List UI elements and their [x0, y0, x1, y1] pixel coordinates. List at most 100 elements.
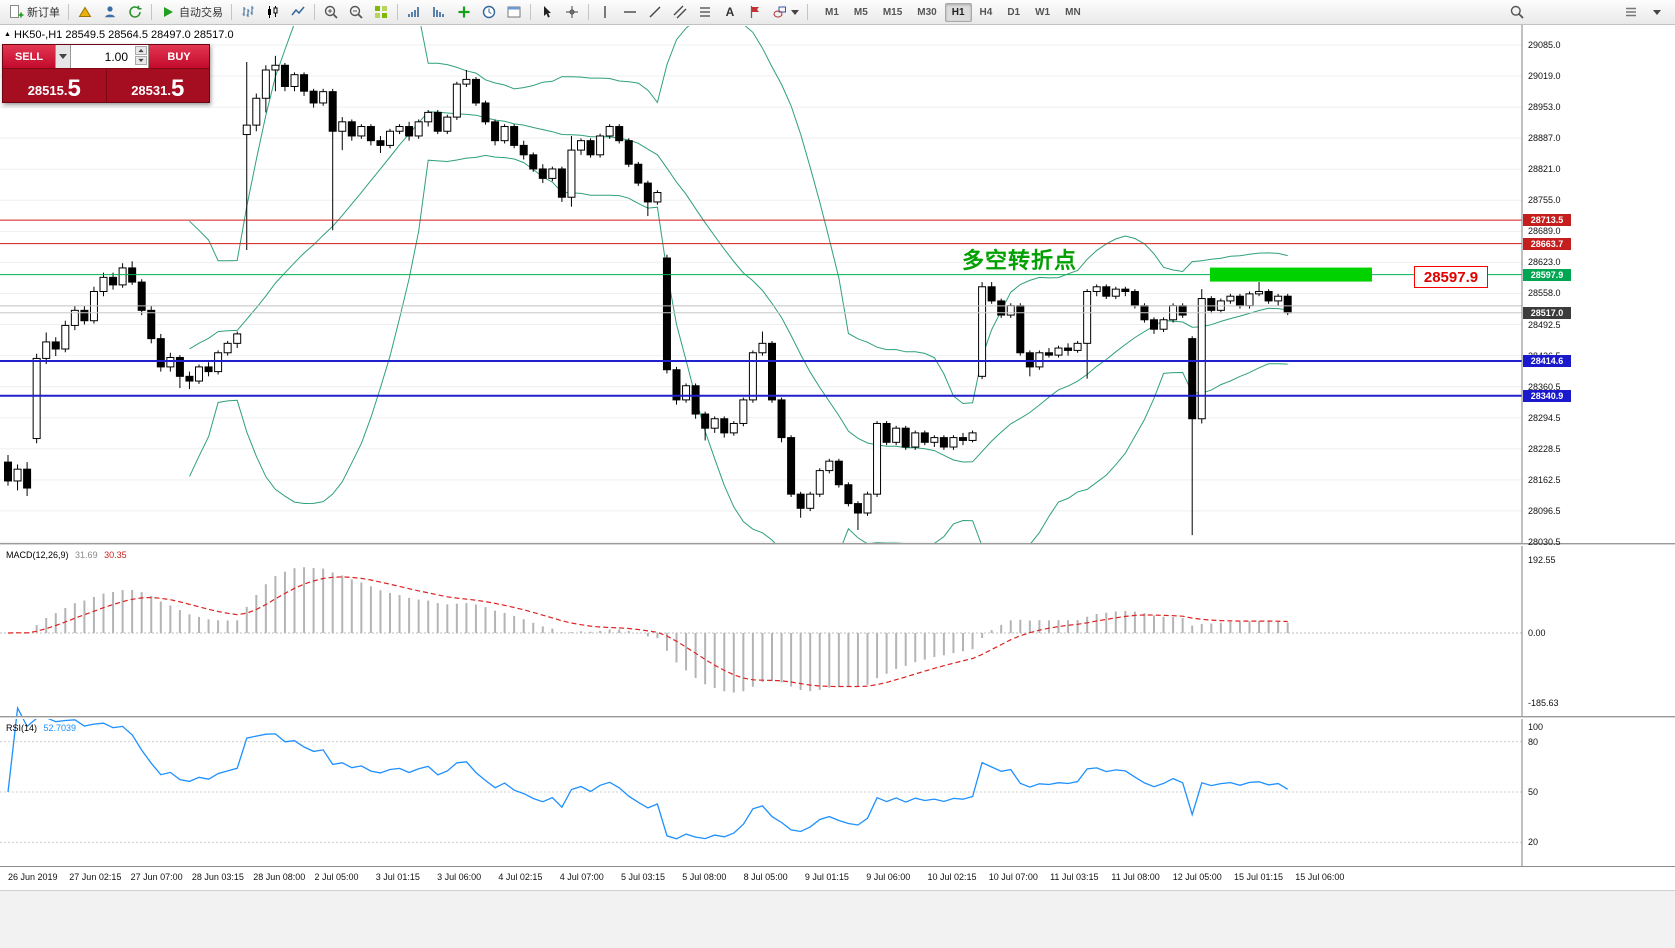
timeframe-button-m5[interactable]: M5 [853, 6, 868, 18]
time-axis-label: 5 Jul 08:00 [682, 872, 727, 882]
zoom-out-button[interactable] [344, 2, 368, 23]
sell-button[interactable]: SELL [3, 45, 55, 68]
line-chart-button[interactable] [286, 2, 310, 23]
price-axis-label: 28162.5 [1528, 474, 1561, 485]
price-tag: 28340.9 [1523, 389, 1571, 402]
price-tag: 28663.7 [1523, 237, 1571, 250]
fibonacci-icon [700, 7, 710, 17]
toolbar-menu-button[interactable] [1645, 2, 1669, 23]
toolbar-separator [397, 4, 398, 20]
macd-header: MACD(12,26,9) 31.69 30.35 [6, 550, 127, 560]
toolbar-right-group [1505, 2, 1671, 23]
search-icon [1510, 5, 1524, 19]
price-axis-label: 28887.0 [1528, 133, 1561, 144]
macd-axis-label: 192.55 [1528, 555, 1556, 565]
toolbar-separator [231, 4, 232, 20]
timeframe-button-w1[interactable]: W1 [1035, 6, 1051, 18]
text-label-button[interactable] [743, 2, 767, 23]
sell-price: 28515. [27, 83, 68, 98]
templates-button[interactable] [502, 2, 526, 23]
time-axis-label: 9 Jul 01:15 [804, 872, 849, 882]
trendline-icon [649, 6, 661, 18]
chart-list-button[interactable] [1619, 2, 1643, 23]
tile-windows-button[interactable] [369, 2, 393, 23]
profiles-button[interactable] [98, 2, 122, 23]
buy-button[interactable]: BUY [149, 45, 209, 68]
candlestick-chart-icon [268, 6, 278, 18]
timeframe-button-m30[interactable]: M30 [917, 6, 937, 18]
volume-increase-button[interactable] [135, 46, 147, 55]
chart-canvas[interactable] [0, 25, 1522, 543]
chart-annotation-text[interactable]: 多空转折点 [962, 248, 1078, 273]
timeframe-button-m1[interactable]: M1 [825, 6, 839, 18]
price-tag: 28414.6 [1523, 354, 1571, 367]
rsi-panel-splitter[interactable] [0, 716, 1675, 719]
shapes-button[interactable] [768, 2, 803, 23]
timeframe-button-d1[interactable]: D1 [1007, 6, 1021, 18]
timeframe-button-mn[interactable]: MN [1065, 6, 1081, 18]
indicators-icon [458, 6, 470, 18]
zoom-in-button[interactable] [319, 2, 343, 23]
new-order-button[interactable]: 新订单 [4, 2, 64, 23]
autotrading-button[interactable]: 自动交易 [156, 2, 227, 23]
rsi-label: RSI(14) [6, 723, 38, 733]
crosshair-button[interactable] [560, 2, 584, 23]
time-axis-label: 15 Jul 01:15 [1234, 872, 1284, 882]
periods-button[interactable] [477, 2, 501, 23]
horizontal-line-icon [624, 11, 636, 13]
text-button[interactable]: A [718, 2, 742, 23]
timeframe-button-h1[interactable]: H1 [944, 2, 972, 22]
sort-ascending-button[interactable] [402, 2, 426, 23]
rsi-axis-label: 100 [1528, 722, 1544, 732]
price-axis-label: 29085.0 [1528, 40, 1561, 50]
channel-button[interactable] [668, 2, 692, 23]
autotrading-play-icon [164, 7, 173, 17]
time-axis-label: 15 Jul 06:00 [1295, 872, 1345, 882]
volume-spinner [135, 46, 147, 65]
refresh-icon [129, 5, 142, 18]
trendline-button[interactable] [643, 2, 667, 23]
buy-price-display: 28531. 5 [105, 69, 210, 102]
time-axis-label: 28 Jun 08:00 [253, 872, 306, 882]
timeframe-button-m15[interactable]: M15 [882, 6, 903, 18]
toolbar-separator [314, 4, 315, 20]
title-marker-icon: ▲ [4, 31, 11, 38]
time-axis[interactable]: 26 Jun 2019 27 Jun 02:15 27 Jun 07:00 28 Ju… [0, 866, 1675, 890]
volume-decrease-button[interactable] [135, 56, 147, 65]
buy-price-pip: 5 [170, 74, 185, 102]
refresh-button[interactable] [123, 2, 147, 23]
metaeditor-button[interactable] [73, 2, 97, 23]
order-type-dropdown[interactable] [55, 45, 71, 68]
horizontal-line-button[interactable] [618, 2, 642, 23]
sell-price-pip: 5 [67, 74, 81, 102]
price-axis[interactable]: 29085.0 29019.0 28953.0 28887.0 28821.0 28755… [1522, 0, 1675, 948]
price-callout-label[interactable]: 28597.9 [1414, 266, 1488, 288]
rsi-axis-label: 50 [1528, 787, 1539, 797]
fibonacci-button[interactable] [693, 2, 717, 23]
crosshair-icon [566, 6, 578, 18]
volume-input[interactable] [71, 49, 131, 64]
price-tag: 28713.5 [1523, 214, 1571, 227]
rsi-canvas[interactable] [0, 720, 1522, 866]
search-button[interactable] [1505, 2, 1529, 23]
indicators-button[interactable] [452, 2, 476, 23]
timeframe-button-h4[interactable]: H4 [979, 6, 993, 18]
spinner-down-icon [138, 58, 144, 63]
vertical-line-button[interactable] [593, 2, 617, 23]
time-axis-label: 8 Jul 05:00 [743, 872, 788, 882]
rsi-value: 52.7039 [43, 723, 77, 733]
macd-canvas[interactable] [0, 547, 1522, 716]
sort-descending-button[interactable] [427, 2, 451, 23]
list-icon [1626, 7, 1636, 17]
time-axis-label: 4 Jul 02:15 [498, 872, 543, 882]
time-axis-label: 27 Jun 07:00 [130, 872, 183, 882]
cursor-button[interactable] [535, 2, 559, 23]
macd-panel-splitter[interactable] [0, 543, 1675, 546]
price-axis-label: 28096.5 [1528, 505, 1561, 516]
bar-chart-button[interactable] [236, 2, 260, 23]
price-axis-label: 28953.0 [1528, 102, 1561, 113]
time-axis-label: 27 Jun 02:15 [69, 872, 122, 882]
candlestick-chart-button[interactable] [261, 2, 285, 23]
sort-ascending-icon [408, 7, 419, 17]
